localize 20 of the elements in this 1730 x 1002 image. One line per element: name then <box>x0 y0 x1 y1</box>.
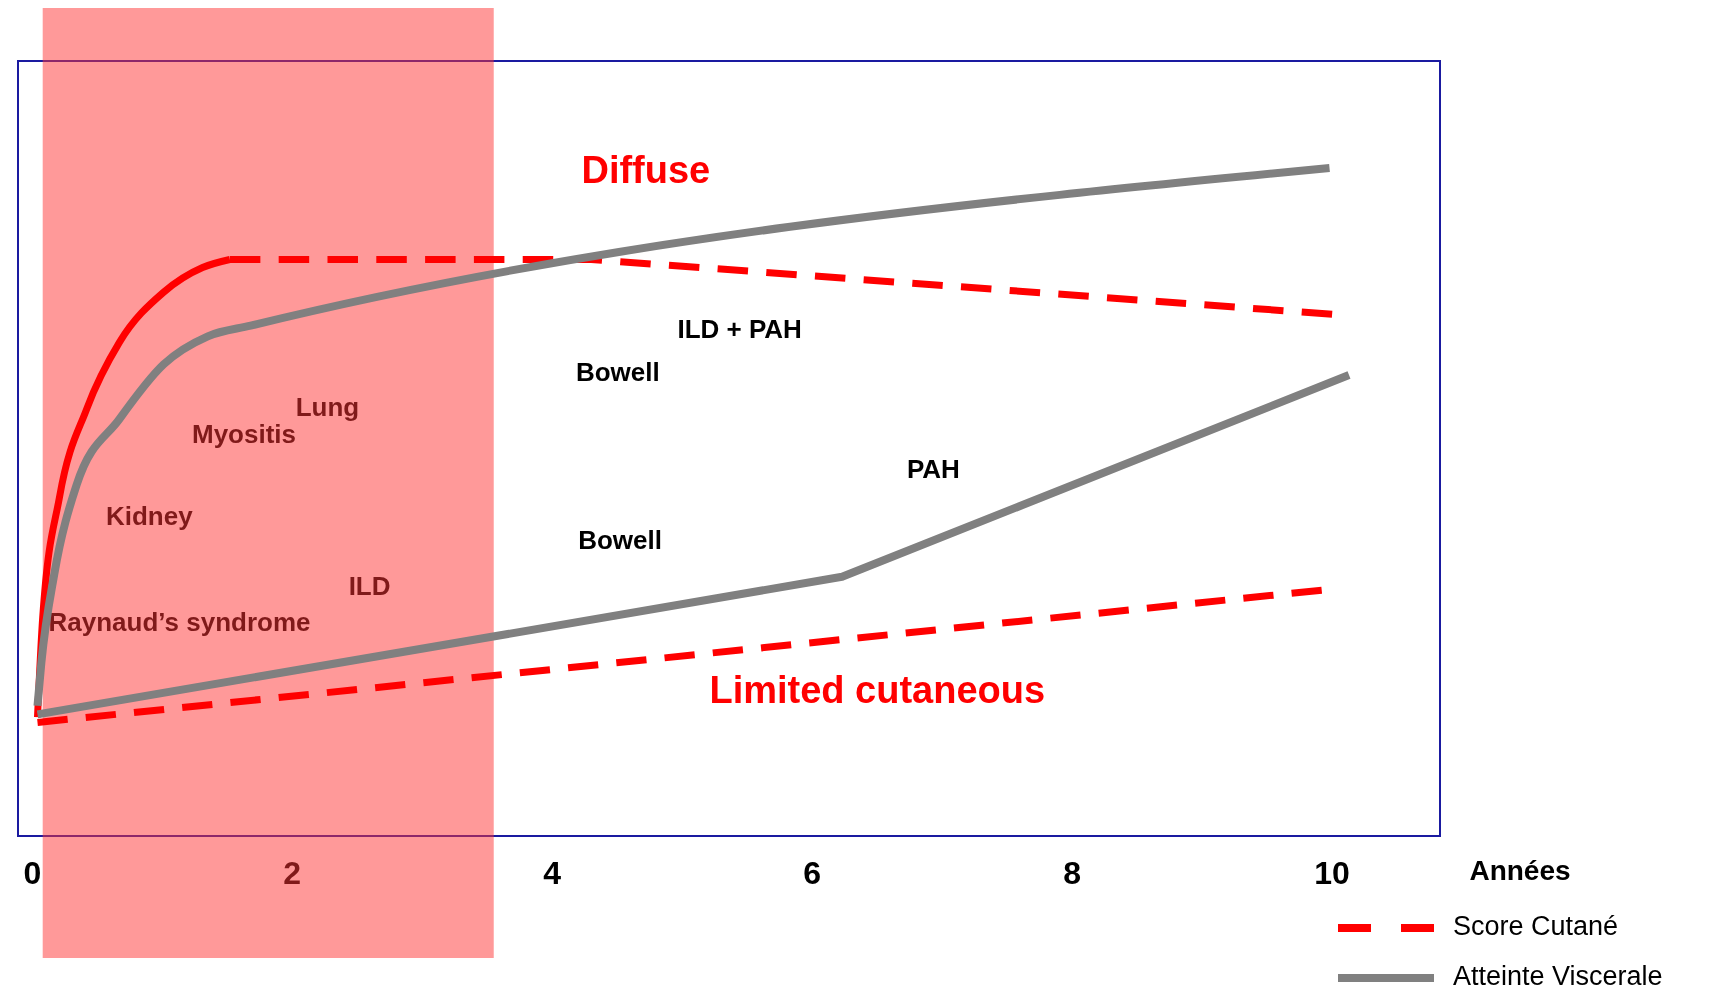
annotation: Kidney <box>105 501 194 532</box>
x-tick-label: 6 <box>803 855 822 891</box>
x-tick-label: 0 <box>23 855 42 891</box>
annotation: Myositis <box>191 418 297 449</box>
annotation: PAH <box>906 453 960 484</box>
annotation: ILD + PAH <box>677 313 802 344</box>
annotation: Diffuse <box>581 149 711 192</box>
x-tick-label: 2 <box>283 855 302 891</box>
annotation: Lung <box>295 392 360 423</box>
legend-label: Score Cutané <box>1453 911 1619 942</box>
x-tick-label: 8 <box>1063 855 1082 891</box>
x-axis-title: Années <box>1469 855 1571 886</box>
annotation: Raynaud’s syndrome <box>48 607 311 638</box>
annotation: Bowell <box>578 524 662 555</box>
x-tick-label: 4 <box>543 855 562 891</box>
annotation: Limited cutaneous <box>709 668 1046 711</box>
annotation: ILD <box>348 570 391 601</box>
annotation: Bowell <box>575 356 660 387</box>
legend-label: Atteinte Viscerale <box>1453 961 1663 992</box>
x-tick-label: 10 <box>1314 855 1350 891</box>
